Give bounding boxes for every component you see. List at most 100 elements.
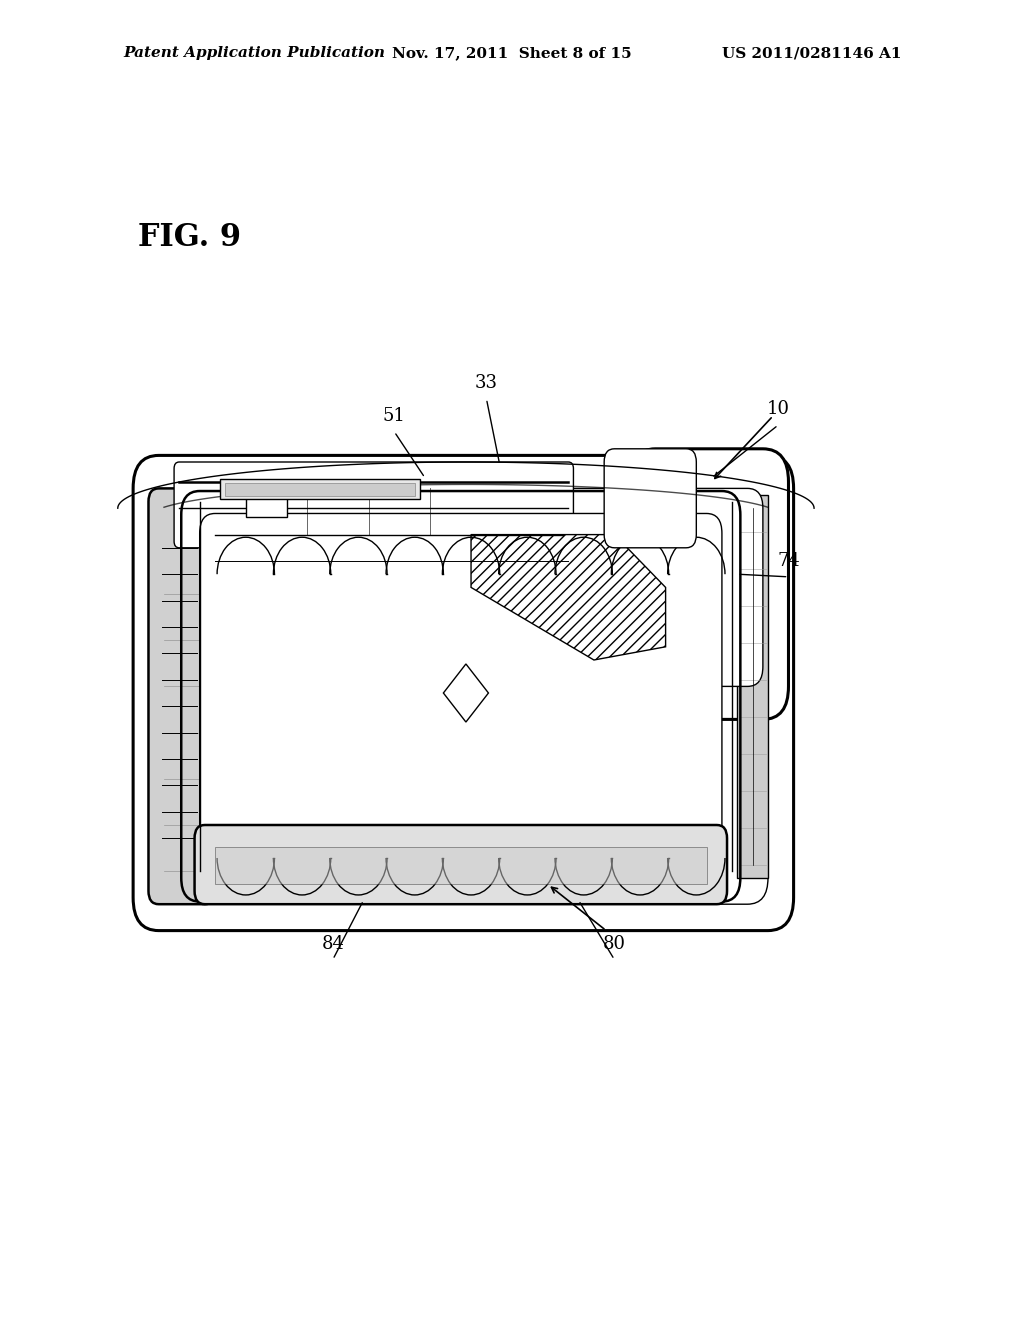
Point [726,494,738,510]
Point [158,540,170,556]
Point [733,561,745,577]
Point [190,751,203,767]
Point [158,771,170,787]
Point [158,863,170,879]
Point [190,645,203,661]
Bar [220,479,420,499]
Point [733,524,745,540]
Point [760,783,772,799]
Point [194,632,206,648]
FancyBboxPatch shape [655,488,763,686]
Point [173,474,185,490]
Text: 33: 33 [475,374,498,392]
Point [158,678,170,694]
Point [301,527,313,543]
Point [726,863,738,879]
Bar [246,494,287,517]
Point [194,863,206,879]
Point [194,586,206,602]
Point [190,566,203,582]
Point [733,672,745,688]
Point [190,804,203,820]
Point [156,777,168,793]
Point [562,500,574,516]
Point [760,746,772,762]
Point [156,698,168,714]
Point [194,725,206,741]
Point [209,527,221,543]
Polygon shape [443,664,488,722]
Point [194,817,206,833]
Point [760,598,772,614]
Point [156,804,168,820]
Point [156,619,168,635]
Polygon shape [471,535,666,660]
Text: 74: 74 [777,552,800,570]
Point [733,635,745,651]
Point [557,527,569,543]
Point [190,698,203,714]
Point [733,857,745,873]
Text: FIG. 9: FIG. 9 [138,222,242,253]
Point [190,777,203,793]
Point [733,820,745,836]
Point [760,524,772,540]
Point [194,863,206,879]
Point [158,725,170,741]
Point [156,645,168,661]
Text: US 2011/0281146 A1: US 2011/0281146 A1 [722,46,901,61]
Bar [737,495,768,878]
Point [190,725,203,741]
Point [760,820,772,836]
FancyBboxPatch shape [148,488,215,904]
Point [190,672,203,688]
Point [733,598,745,614]
Text: 80: 80 [603,935,626,953]
Point [190,830,203,846]
Point [424,527,436,543]
Point [156,566,168,582]
Point [194,678,206,694]
Text: 10: 10 [767,400,790,418]
Point [760,635,772,651]
Point [733,746,745,762]
Point [194,540,206,556]
Point [194,771,206,787]
Point [194,494,206,510]
Point [190,593,203,609]
Point [158,586,170,602]
Text: 84: 84 [322,935,344,953]
Point [158,632,170,648]
FancyBboxPatch shape [133,455,794,931]
Bar [215,847,707,884]
Point [209,553,221,569]
FancyBboxPatch shape [630,449,788,719]
Point [156,830,168,846]
Point [156,725,168,741]
FancyBboxPatch shape [159,488,768,904]
Point [760,709,772,725]
Point [156,672,168,688]
Point [190,619,203,635]
Point [156,593,168,609]
Point [190,540,203,556]
Point [760,561,772,577]
Text: Patent Application Publication: Patent Application Publication [123,46,385,61]
FancyBboxPatch shape [174,462,573,548]
Point [733,783,745,799]
Point [562,553,574,569]
Point [173,500,185,516]
Point [746,857,759,873]
Point [562,474,574,490]
Point [156,540,168,556]
FancyBboxPatch shape [604,449,696,548]
Point [158,817,170,833]
Point [362,527,375,543]
Point [760,857,772,873]
Point [424,480,436,496]
Point [746,500,759,516]
Bar [225,483,415,496]
Text: Nov. 17, 2011  Sheet 8 of 15: Nov. 17, 2011 Sheet 8 of 15 [392,46,632,61]
Point [362,480,375,496]
Point [733,709,745,725]
